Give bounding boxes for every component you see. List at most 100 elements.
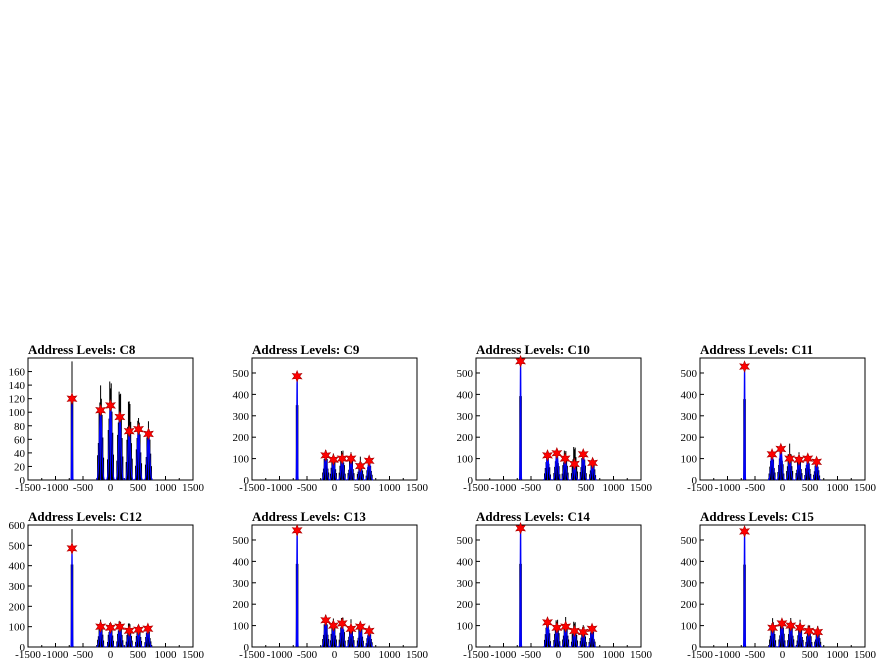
x-tick-label: -1500 (239, 649, 265, 661)
y-tick-label: 100 (233, 454, 250, 466)
x-tick-label: 1500 (630, 482, 653, 494)
peak (363, 624, 375, 648)
peak (66, 361, 78, 480)
x-tick-label: 0 (332, 482, 338, 494)
y-tick-label: 500 (9, 540, 26, 552)
x-tick-label: -1500 (463, 482, 489, 494)
peak (320, 449, 332, 481)
peak-marker (363, 624, 375, 638)
y-tick-label: 120 (9, 394, 26, 406)
peak-marker (551, 621, 563, 635)
y-tick-label: 200 (681, 599, 698, 611)
peak (114, 391, 126, 481)
peak (776, 617, 788, 648)
y-tick-label: 500 (233, 368, 250, 380)
x-tick-label: 1000 (155, 649, 178, 661)
y-tick-label: 100 (681, 454, 698, 466)
y-tick-label: 0 (692, 642, 698, 654)
y-tick-label: 400 (9, 561, 26, 573)
y-tick-label: 0 (468, 642, 474, 654)
peak (812, 625, 824, 648)
peak-marker (776, 617, 788, 630)
y-tick-label: 500 (457, 368, 474, 380)
plot-frame (475, 357, 642, 481)
x-tick-label: -500 (745, 649, 766, 661)
x-tick-label: -1500 (687, 482, 713, 494)
x-tick-label: -1500 (239, 482, 265, 494)
peak (551, 619, 563, 648)
peak (142, 421, 154, 481)
panel-title: Address Levels: C8 (28, 342, 136, 357)
x-tick-label: 1500 (630, 649, 653, 661)
x-tick-label: 1500 (406, 482, 429, 494)
peak (354, 456, 366, 481)
peak (95, 385, 107, 481)
y-tick-label: 500 (681, 368, 698, 380)
y-tick-label: 300 (681, 411, 698, 423)
y-tick-label: 400 (457, 556, 474, 568)
peak-marker (542, 449, 553, 462)
x-tick-label: 1500 (854, 482, 877, 494)
peak (345, 452, 357, 481)
peak (803, 624, 815, 648)
x-tick-label: -1000 (267, 482, 293, 494)
peak (105, 381, 116, 481)
peak (95, 619, 107, 648)
y-tick-label: 300 (233, 578, 250, 590)
peak-marker (803, 624, 815, 638)
peak-marker (812, 625, 824, 639)
x-tick-label: -1000 (43, 482, 69, 494)
x-tick-label: -1500 (15, 482, 41, 494)
histogram-panel: Address Levels: C10 -1500 -1000 -500 0 500 100… (457, 342, 653, 494)
peak-marker (515, 521, 527, 535)
y-tick-label: 100 (9, 407, 26, 419)
y-tick-label: 160 (9, 367, 26, 379)
y-tick-label: 200 (457, 599, 474, 611)
x-tick-label: 1000 (379, 482, 402, 494)
peak (811, 455, 823, 481)
x-tick-label: 500 (802, 649, 819, 661)
peak (766, 448, 778, 481)
peak (66, 529, 78, 647)
x-tick-label: -500 (73, 649, 94, 661)
peak (363, 454, 375, 481)
peak-marker (784, 452, 796, 465)
y-tick-label: 500 (457, 535, 474, 547)
panel-title: Address Levels: C15 (700, 509, 814, 524)
peak-marker (577, 448, 589, 461)
peak-marker (95, 403, 107, 417)
peak (336, 450, 348, 481)
y-tick-label: 60 (14, 434, 26, 446)
x-tick-label: 0 (780, 482, 786, 494)
x-tick-label: 0 (780, 649, 786, 661)
x-tick-label: 1000 (603, 482, 626, 494)
x-tick-label: -1000 (715, 482, 741, 494)
x-tick-label: -1000 (267, 649, 293, 661)
peak-marker (142, 622, 154, 636)
peak (327, 618, 339, 648)
x-tick-label: 0 (108, 649, 114, 661)
peak-marker (568, 457, 580, 471)
y-tick-label: 40 (14, 448, 26, 460)
peak-marker (114, 410, 126, 424)
peak (291, 369, 303, 480)
peak-marker (133, 623, 145, 637)
peak-marker (142, 427, 154, 441)
peak-marker (354, 620, 366, 633)
y-tick-label: 200 (233, 599, 250, 611)
peak-marker (586, 622, 598, 636)
histogram-panel: Address Levels: C9-1500 -1000 -500 0 500 1000… (233, 342, 429, 494)
peak (767, 618, 779, 648)
y-tick-label: 500 (681, 535, 698, 547)
x-tick-label: -1000 (491, 649, 517, 661)
x-tick-label: 500 (578, 649, 595, 661)
peak-marker (551, 446, 563, 460)
x-tick-label: 1500 (854, 649, 877, 661)
peak-marker (327, 453, 339, 466)
peak-marker (577, 625, 589, 639)
y-tick-label: 400 (233, 556, 250, 568)
peak (784, 443, 796, 481)
y-tick-label: 200 (681, 432, 698, 444)
y-tick-label: 300 (457, 411, 474, 423)
peak-marker (568, 624, 580, 638)
